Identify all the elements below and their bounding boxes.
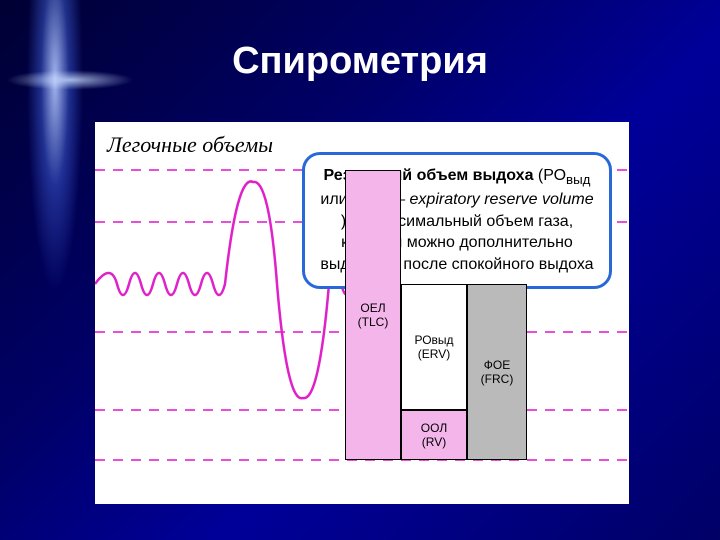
volume-box-foe-frc: ФОЕ(FRC) — [467, 284, 527, 460]
slide: Спирометрия Легочные объемы Резервный об… — [0, 0, 720, 540]
box-label-1: ООЛ — [421, 421, 447, 435]
box-label-2: (TLC) — [358, 315, 389, 329]
box-label-1: ОЕЛ — [360, 301, 385, 315]
volume-box-ro-vyd-erv: РОвыд(ERV) — [401, 284, 467, 410]
callout-italic: expiratory reserve volume — [410, 191, 594, 208]
box-label-1: ФОЕ — [484, 358, 510, 372]
callout-text-1: (РО — [533, 167, 566, 184]
box-label-2: (FRC) — [481, 372, 514, 386]
slide-title: Спирометрия — [0, 40, 720, 83]
box-label-1: РОвыд — [414, 333, 453, 347]
callout-sub: выд — [566, 172, 590, 187]
volume-box-ool-rv: ООЛ(RV) — [401, 410, 467, 460]
box-label-2: (RV) — [422, 435, 446, 449]
box-label-2: (ERV) — [418, 347, 450, 361]
lung-volumes-diagram: Легочные объемы Резервный объем выдоха (… — [95, 122, 629, 504]
volume-box-oel-tlc: ОЕЛ(TLC) — [345, 170, 401, 460]
